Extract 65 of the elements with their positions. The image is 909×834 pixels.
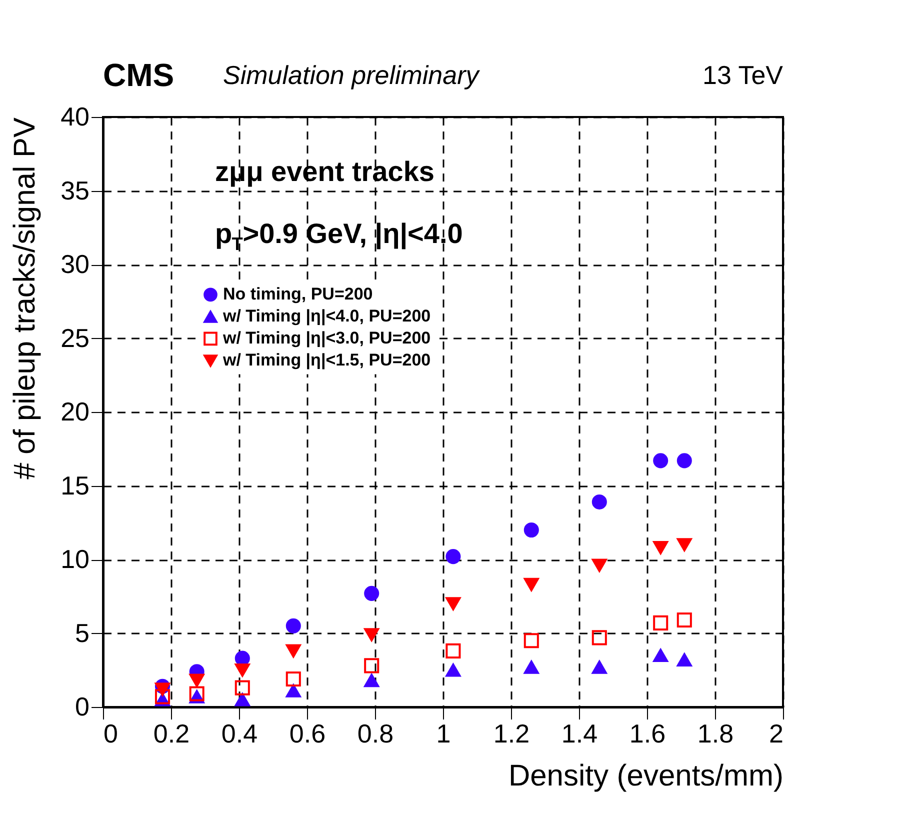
point: [364, 628, 380, 642]
point: [524, 522, 539, 538]
point: [286, 644, 301, 658]
point: [189, 686, 204, 702]
point: [524, 633, 539, 648]
point: [234, 680, 250, 696]
text: Simulation preliminary: [223, 60, 481, 90]
point: [592, 660, 607, 674]
x-tick-label: 0: [104, 718, 118, 748]
point: [653, 648, 668, 662]
y-tick-label: 35: [60, 175, 90, 206]
legend-label: w/ Timing |η|<1.5, PU=200: [222, 350, 431, 370]
legend-label: No timing, PU=200: [223, 284, 373, 304]
y-tick-label: 25: [60, 322, 90, 353]
x-tick-label: 0.6: [289, 718, 326, 748]
point: [653, 453, 668, 468]
legend-label: w/ Timing |η|<3.0, PU=200: [222, 328, 431, 348]
y-tick-label: 15: [60, 470, 90, 500]
text: 13 TeV: [702, 60, 784, 90]
y-tick-label: 20: [60, 396, 90, 426]
point: [676, 538, 692, 552]
point: [653, 615, 668, 630]
x-tick-label: 1.2: [493, 718, 530, 748]
x-tick-label: 1.6: [629, 718, 666, 748]
point: [446, 597, 461, 610]
point: [154, 682, 170, 696]
point: [653, 541, 668, 554]
point: [592, 630, 607, 646]
legend-label: w/ Timing |η|<4.0, PU=200: [222, 306, 431, 326]
point: [234, 663, 250, 677]
point: [364, 658, 380, 674]
point: [676, 612, 692, 628]
y-tick-label: 5: [75, 618, 90, 648]
point: [234, 692, 250, 706]
point: [154, 689, 170, 704]
annotation: zμμ event tracks: [215, 156, 434, 188]
y-tick-label: 30: [60, 249, 90, 279]
point: [286, 671, 301, 686]
y-tick-label: 0: [75, 692, 90, 722]
x-tick-label: 1.8: [697, 718, 734, 748]
point: [592, 494, 607, 510]
y-tick-label: 40: [60, 102, 90, 132]
x-tick-label: 0.4: [221, 718, 258, 748]
point: [286, 684, 301, 698]
point: [364, 674, 380, 688]
point: [524, 578, 539, 592]
x-tick-label: 2: [769, 718, 784, 748]
point: [446, 549, 461, 564]
point: [446, 663, 461, 677]
y-axis-title: # of pileup tracks/signal PV: [8, 118, 42, 480]
point: [524, 660, 539, 674]
x-axis-title: Density (events/mm): [508, 760, 784, 792]
point: [364, 586, 380, 601]
point: [592, 558, 607, 572]
point: [676, 653, 692, 666]
point: [446, 643, 461, 658]
x-tick-label: 0.2: [153, 718, 190, 748]
x-tick-label: 1: [436, 718, 451, 748]
x-tick-label: 1.4: [561, 718, 598, 748]
point: [189, 674, 204, 688]
point: [676, 453, 692, 468]
point: [286, 618, 301, 634]
y-tick-label: 10: [60, 544, 90, 574]
x-tick-label: 0.8: [357, 718, 394, 748]
chart-title: CMS: [103, 57, 174, 93]
